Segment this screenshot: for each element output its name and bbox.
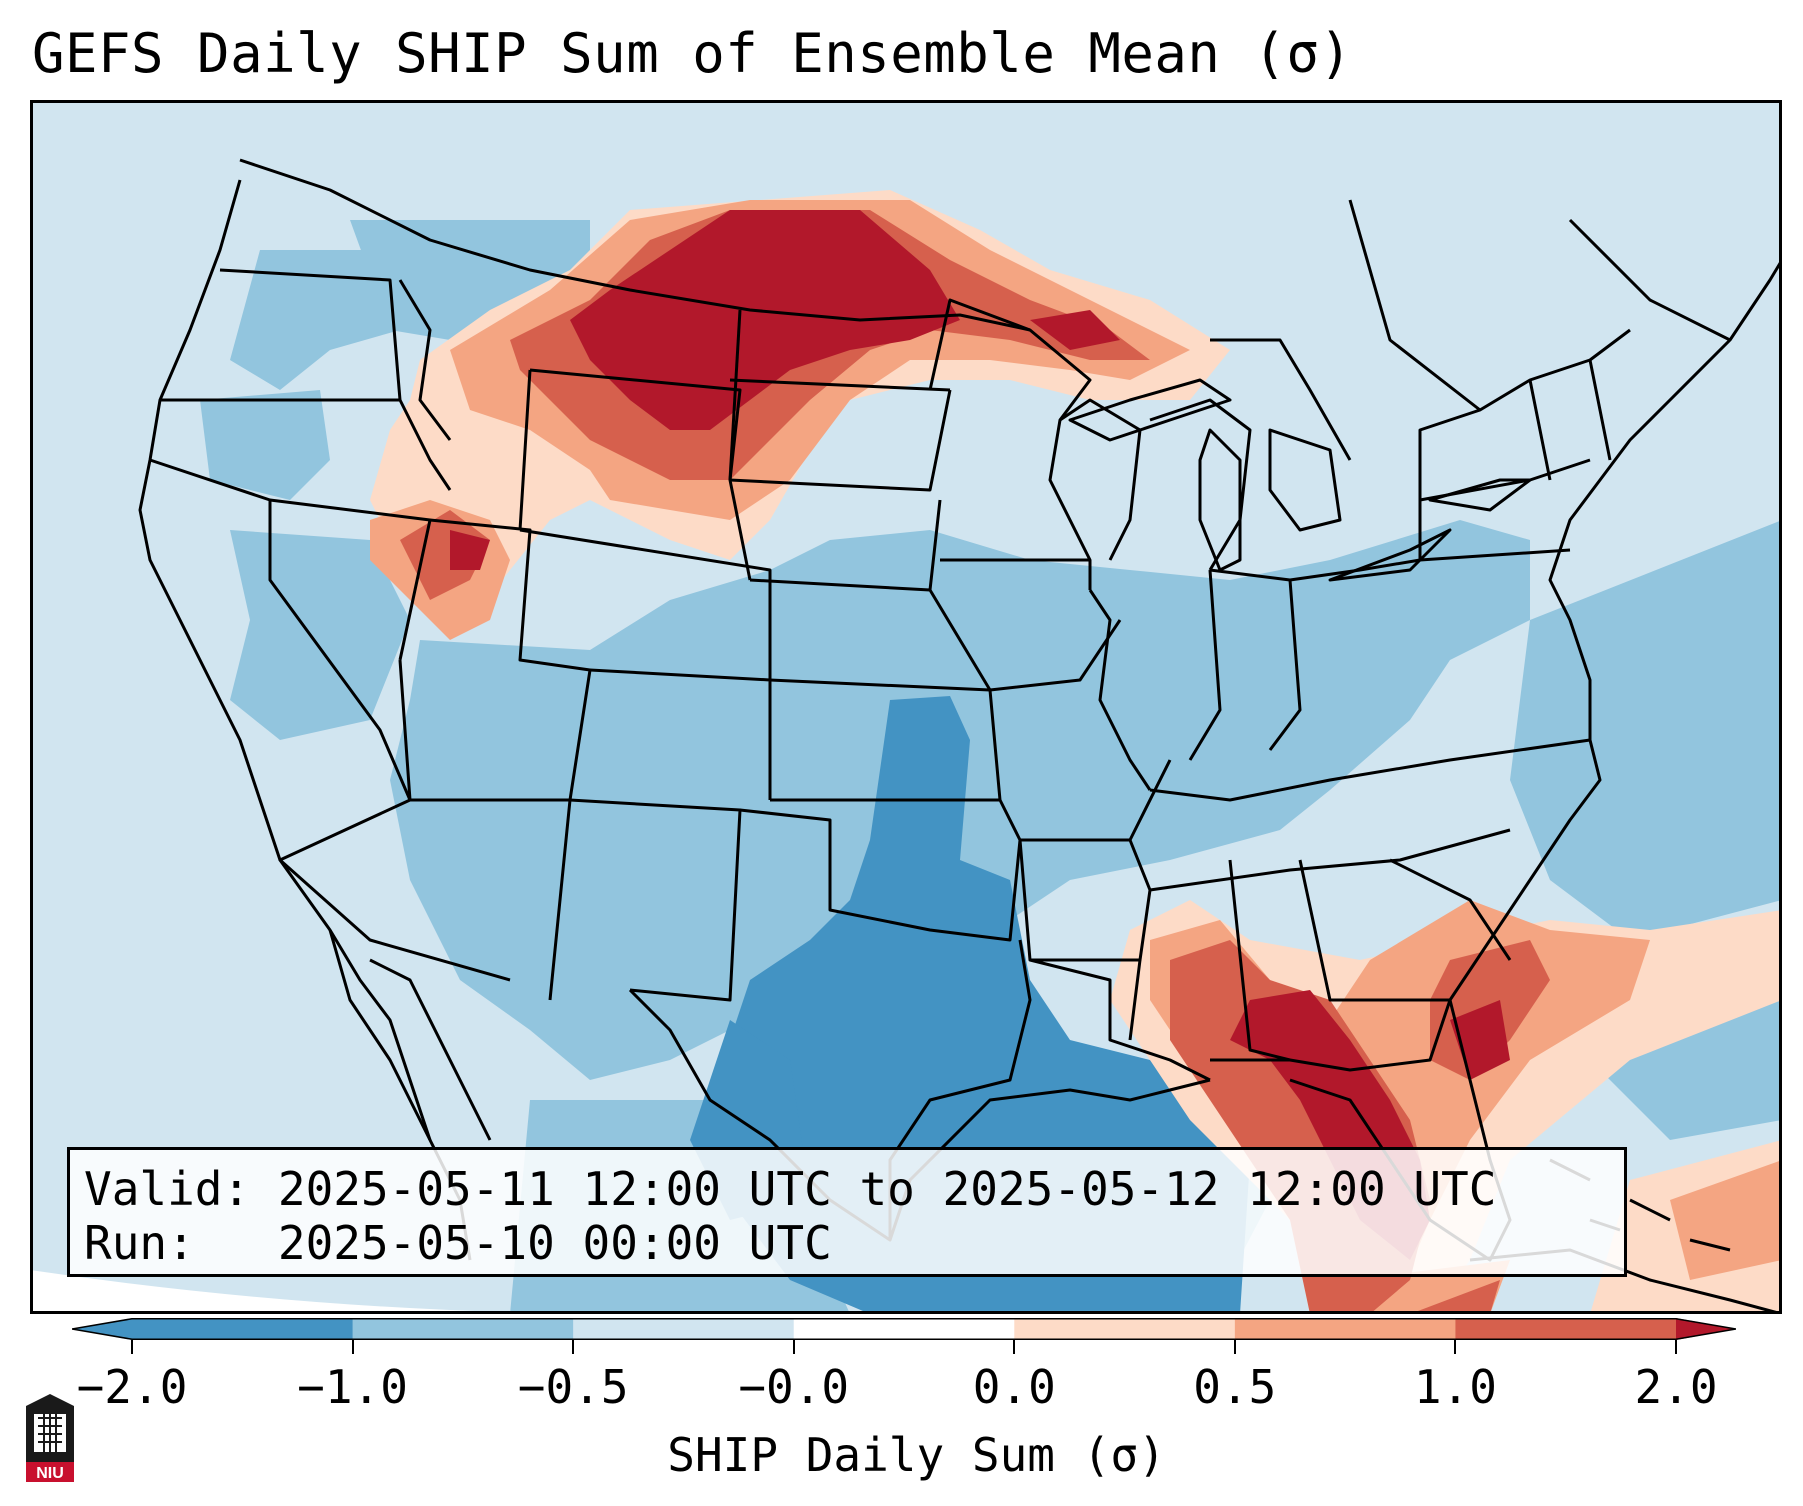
colorbar-tick	[1013, 1340, 1016, 1354]
map-canvas	[30, 100, 1782, 1314]
niu-logo: NIU	[26, 1394, 74, 1482]
colorbar-tick-label: −0.0	[738, 1360, 850, 1414]
map-frame	[30, 100, 1782, 1314]
colorbar-label: SHIP Daily Sum (σ)	[667, 1428, 1166, 1482]
valid-run-info-box: Valid: 2025-05-11 12:00 UTC to 2025-05-1…	[67, 1147, 1627, 1277]
colorbar-tick-label: −0.5	[517, 1360, 629, 1414]
outside-domain	[30, 1270, 630, 1314]
colorbar-tick-label: 1.0	[1413, 1360, 1497, 1414]
logo-text: NIU	[36, 1465, 64, 1482]
colorbar-tick	[1233, 1340, 1236, 1354]
colorbar-tick	[1454, 1340, 1457, 1354]
colorbar-segment	[352, 1318, 574, 1340]
colorbar-segment	[793, 1318, 1015, 1340]
colorbar-tick	[351, 1340, 354, 1354]
valid-label: Valid:	[84, 1162, 251, 1216]
state-boundaries	[138, 158, 1782, 1314]
colorbar-extend-low	[72, 1318, 132, 1340]
colorbar-extend-high	[1676, 1318, 1736, 1340]
map-title: GEFS Daily SHIP Sum of Ensemble Mean (σ)	[32, 22, 1353, 85]
colorbar-segment	[1455, 1318, 1677, 1340]
colorbar-tick-label: −1.0	[297, 1360, 408, 1414]
run-time: 2025-05-10 00:00 UTC	[277, 1216, 832, 1270]
colorbar-tick-label: 2.0	[1634, 1360, 1718, 1414]
colorbar-tick	[1675, 1340, 1677, 1354]
colorbar-segment	[573, 1318, 795, 1340]
colorbar-segment	[132, 1318, 354, 1340]
valid-time: 2025-05-11 12:00 UTC to 2025-05-12 12:00…	[277, 1162, 1497, 1216]
colorbar-tick	[792, 1340, 795, 1354]
colorbar-segment	[1234, 1318, 1456, 1340]
colorbar-tick-label: −2.0	[76, 1360, 188, 1414]
colorbar-tick	[572, 1340, 575, 1354]
run-label: Run:	[84, 1216, 195, 1270]
colorbar-tick-label: 0.5	[1193, 1360, 1277, 1414]
colorbar	[72, 1318, 1736, 1340]
colorbar-tick-label: 0.0	[972, 1360, 1056, 1414]
colorbar-segment	[1014, 1318, 1236, 1340]
map-panel	[30, 100, 1782, 1314]
colorbar-outline	[72, 1318, 1736, 1340]
colorbar-tick	[131, 1340, 133, 1354]
